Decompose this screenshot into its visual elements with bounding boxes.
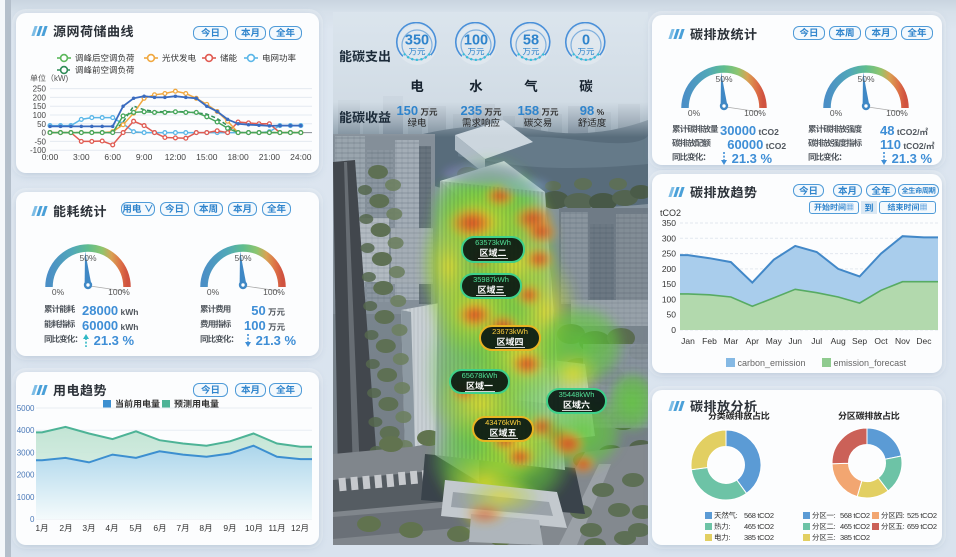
svg-text:50%: 50% xyxy=(857,73,874,85)
svg-text:21:00: 21:00 xyxy=(259,151,281,163)
svg-text:50%: 50% xyxy=(79,252,96,264)
svg-text:万元: 万元 xyxy=(522,46,540,58)
svg-text:Aug: Aug xyxy=(831,335,846,347)
svg-text:3000: 3000 xyxy=(17,447,35,458)
svg-text:24:00: 24:00 xyxy=(290,151,312,163)
svg-text:电网功率: 电网功率 xyxy=(262,52,297,64)
svg-text:Mar: Mar xyxy=(724,335,739,347)
svg-text:0%: 0% xyxy=(52,286,65,298)
svg-text:6:00: 6:00 xyxy=(104,151,121,163)
svg-text:Jun: Jun xyxy=(788,335,802,347)
svg-text:250: 250 xyxy=(662,248,676,260)
svg-text:12:00: 12:00 xyxy=(165,151,187,163)
svg-text:250: 250 xyxy=(33,84,47,95)
svg-text:Apr: Apr xyxy=(746,335,759,347)
svg-text:Oct: Oct xyxy=(874,335,888,347)
svg-text:Sep: Sep xyxy=(852,335,867,347)
svg-text:200: 200 xyxy=(33,92,47,103)
svg-text:50: 50 xyxy=(37,119,46,130)
svg-text:万元: 万元 xyxy=(408,46,426,58)
svg-text:100%: 100% xyxy=(108,286,130,298)
svg-text:100: 100 xyxy=(33,110,47,121)
svg-text:Nov: Nov xyxy=(895,335,911,347)
svg-text:100%: 100% xyxy=(263,286,285,298)
svg-text:300: 300 xyxy=(662,232,676,244)
svg-text:50%: 50% xyxy=(715,73,732,85)
svg-text:0: 0 xyxy=(671,324,676,336)
svg-text:Dec: Dec xyxy=(916,335,932,347)
svg-text:May: May xyxy=(766,335,783,347)
svg-text:9:00: 9:00 xyxy=(136,151,153,163)
svg-text:350: 350 xyxy=(405,29,429,50)
svg-text:100: 100 xyxy=(464,29,488,50)
svg-text:0%: 0% xyxy=(830,107,843,119)
svg-text:光伏发电: 光伏发电 xyxy=(162,52,197,64)
svg-text:0%: 0% xyxy=(207,286,220,298)
svg-text:5000: 5000 xyxy=(17,403,35,414)
svg-text:0%: 0% xyxy=(688,107,701,119)
svg-text:万元: 万元 xyxy=(577,46,595,58)
svg-text:储能: 储能 xyxy=(220,52,238,64)
svg-text:4000: 4000 xyxy=(17,425,35,436)
svg-text:200: 200 xyxy=(662,263,676,275)
svg-text:单位（kW): 单位（kW) xyxy=(30,73,69,84)
svg-text:150: 150 xyxy=(662,278,676,290)
svg-text:100%: 100% xyxy=(744,107,766,119)
svg-text:Feb: Feb xyxy=(702,335,717,347)
svg-text:100: 100 xyxy=(662,293,676,305)
svg-text:0:00: 0:00 xyxy=(42,151,59,163)
svg-text:-50: -50 xyxy=(34,136,46,147)
svg-text:150: 150 xyxy=(33,101,47,112)
svg-text:18:00: 18:00 xyxy=(227,151,249,163)
svg-text:Jul: Jul xyxy=(811,335,822,347)
svg-text:-100: -100 xyxy=(30,145,47,156)
svg-text:58: 58 xyxy=(523,29,539,50)
svg-text:预测用电量: 预测用电量 xyxy=(174,397,219,410)
svg-text:调峰后空调负荷: 调峰后空调负荷 xyxy=(75,52,135,64)
svg-text:2000: 2000 xyxy=(17,470,35,481)
svg-text:15:00: 15:00 xyxy=(196,151,218,163)
svg-text:100%: 100% xyxy=(886,107,908,119)
svg-text:3:00: 3:00 xyxy=(73,151,90,163)
svg-text:Jan: Jan xyxy=(681,335,695,347)
svg-text:0: 0 xyxy=(30,514,35,525)
svg-text:50: 50 xyxy=(667,309,677,321)
svg-text:50%: 50% xyxy=(234,252,251,264)
svg-text:万元: 万元 xyxy=(467,46,485,58)
svg-text:调峰前空调负荷: 调峰前空调负荷 xyxy=(75,64,135,76)
svg-text:0: 0 xyxy=(42,128,47,139)
svg-text:0: 0 xyxy=(582,29,590,50)
svg-text:当前用电量: 当前用电量 xyxy=(115,397,160,410)
svg-text:1000: 1000 xyxy=(17,492,35,503)
svg-text:350: 350 xyxy=(662,217,676,229)
